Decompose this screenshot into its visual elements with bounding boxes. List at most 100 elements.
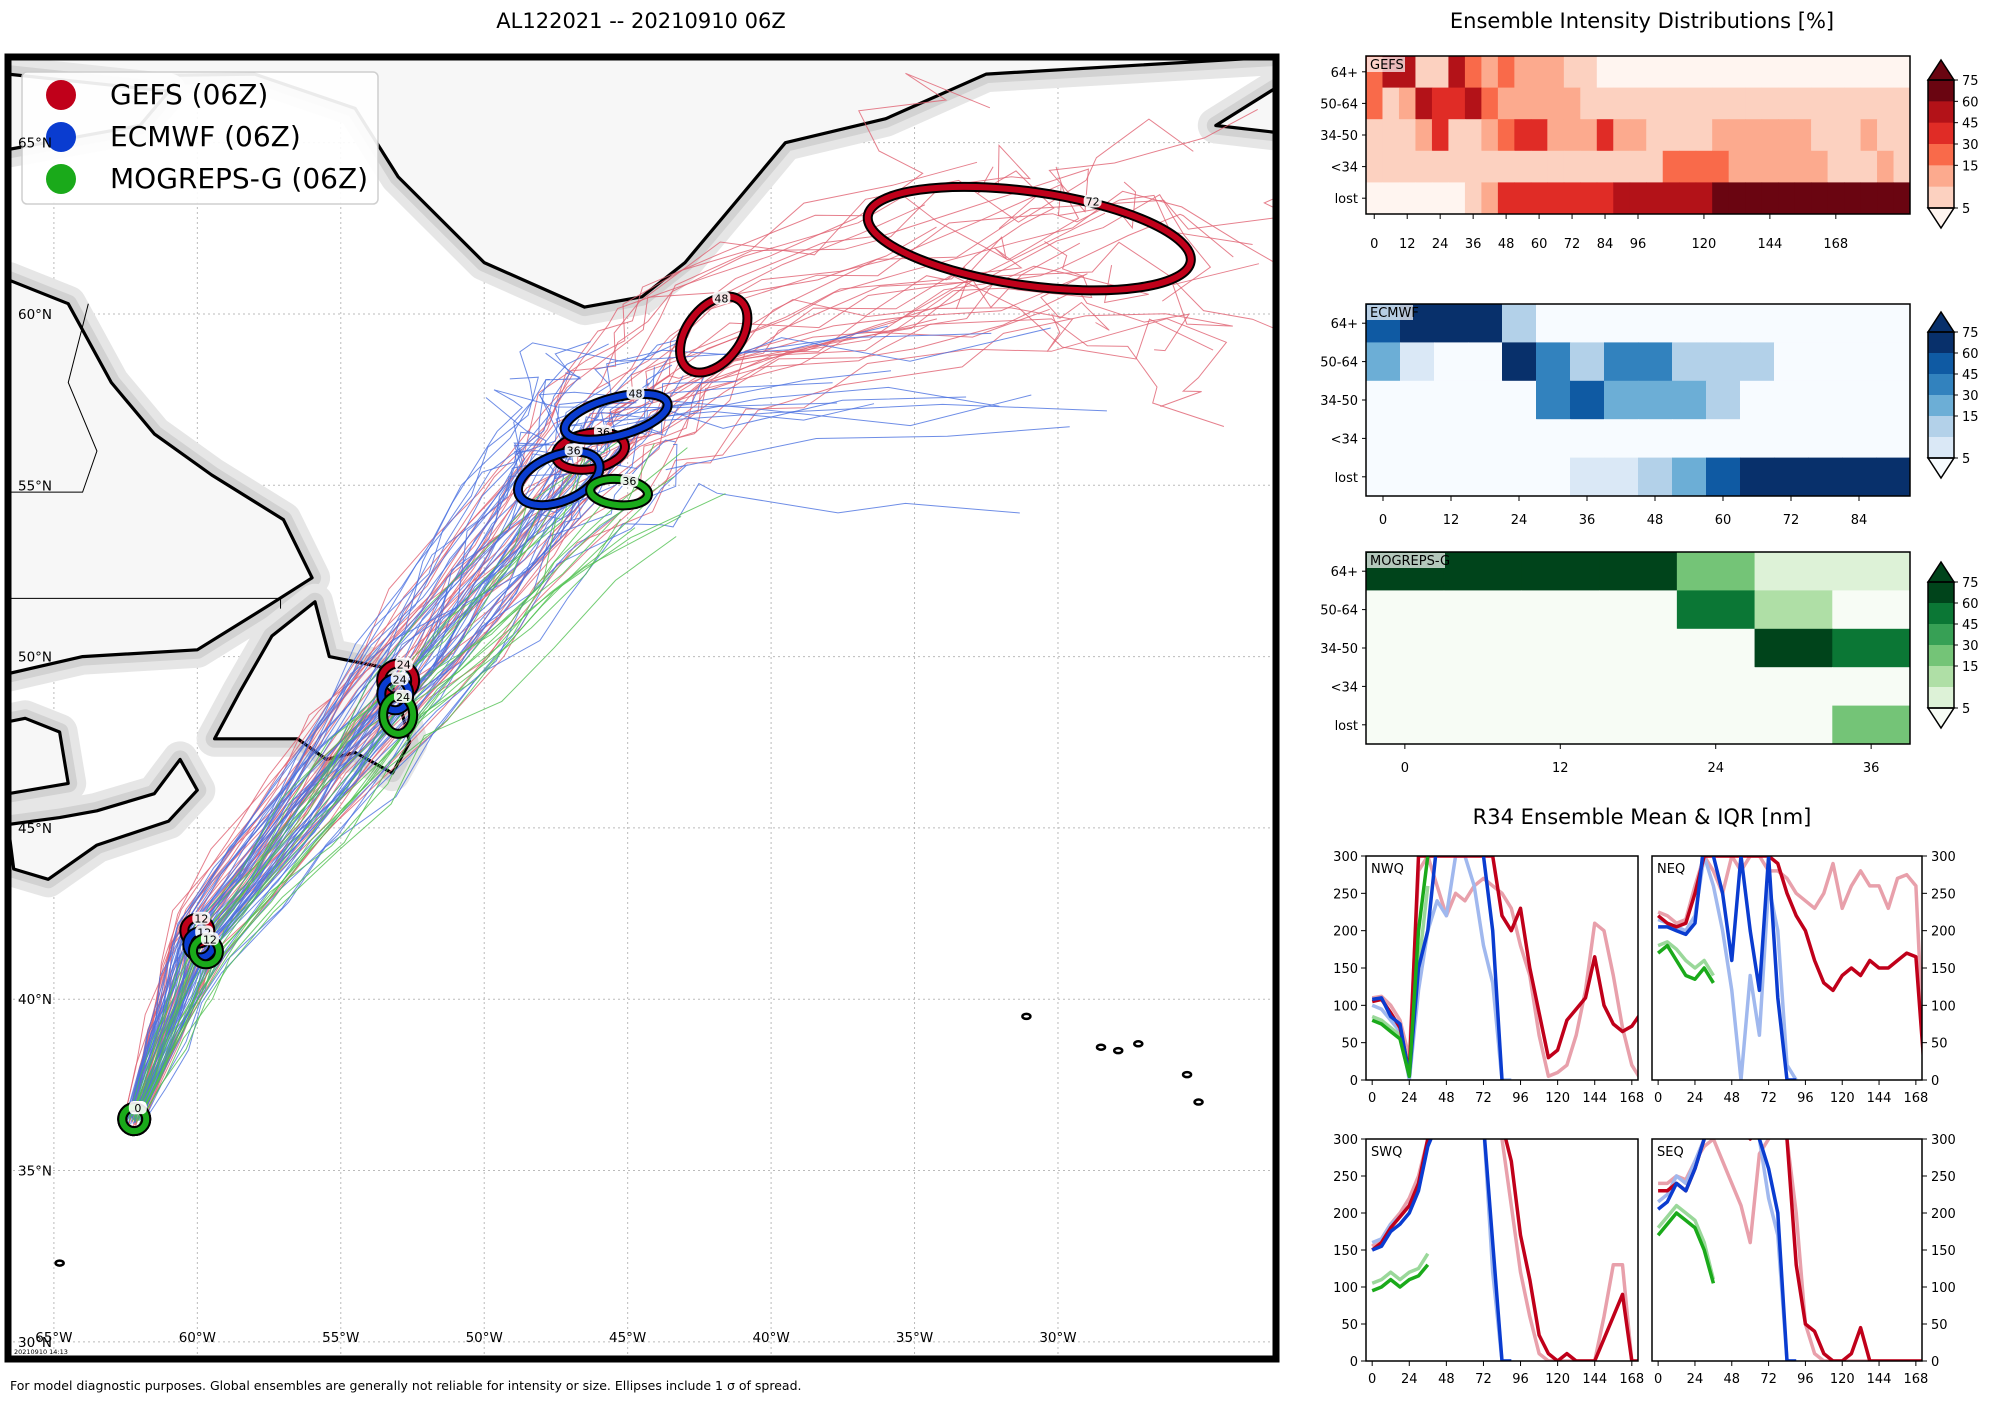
- mogreps-g-iqr-line: [1371, 1252, 1430, 1285]
- heatmap-cell: [1877, 56, 1895, 89]
- heatmap-cell: [1613, 182, 1631, 215]
- heatmap-cell: [1434, 304, 1469, 343]
- lat-tick-label: 50°N: [18, 650, 52, 666]
- ecmwf-member-track: [140, 482, 1020, 1127]
- heatmap-cell: [1808, 380, 1843, 420]
- heatmap-cell: [1706, 342, 1741, 382]
- colorbar-tick-label: 15: [1962, 660, 1979, 675]
- heatmap-cell: [1613, 87, 1631, 120]
- heatmap-cell: [1521, 552, 1600, 591]
- heatmap-cell: [1613, 150, 1631, 183]
- colorbar-extend-bottom: [1926, 707, 1956, 730]
- heatmap-cell: [1464, 87, 1482, 120]
- heatmap-cell: [1415, 87, 1433, 120]
- heatmap-cell: [1415, 56, 1433, 89]
- heatmap-cell: [1481, 182, 1499, 215]
- heatmap-cell: [1860, 119, 1878, 152]
- heatmap-cell: [1514, 150, 1532, 183]
- panel-name-bg: [1367, 553, 1445, 568]
- heatmap-cell: [1754, 552, 1833, 591]
- heatmap-cell: [1672, 457, 1707, 497]
- heatmap-cell: [1443, 590, 1522, 630]
- swq-r34-panel: SWQ 0 24 48 72 96 120 144 168 0 50 100 150 200 250 300: [1333, 1133, 1644, 1387]
- panel-name: ECMWF: [1370, 306, 1419, 321]
- heatmap-cell: [1706, 419, 1741, 459]
- nwq-r34-panel: NWQ 0 24 48 72 96 120 144 168 0 50 100 150 200 250 300: [1333, 850, 1644, 1106]
- x-tick-label: 24: [1687, 1091, 1704, 1106]
- x-tick-label: 48: [1723, 1372, 1740, 1387]
- x-tick-label: 72: [1475, 1091, 1492, 1106]
- heatmap-cell: [1530, 56, 1548, 89]
- heatmap-cell: [1382, 150, 1400, 183]
- ecmwf-mean-line: [1371, 856, 1504, 1080]
- heatmap-cell: [1740, 457, 1775, 497]
- mogreps-g-member-track: [139, 493, 726, 1121]
- lat-tick-label: 40°N: [18, 992, 52, 1008]
- lat-tick-label: 60°N: [18, 307, 52, 323]
- heatmap-cell: [1366, 628, 1445, 668]
- panel-name: SEQ: [1657, 1145, 1684, 1160]
- heatmap-cell: [1613, 119, 1631, 152]
- footer-note: For model diagnostic purposes. Global en…: [10, 1378, 801, 1393]
- heatmap-cell: [1827, 56, 1845, 89]
- ecmwf-member-track: [127, 389, 838, 1117]
- mogreps-g-iqr-line: [1656, 1203, 1716, 1281]
- lat-tick-label: 65°N: [18, 136, 52, 152]
- heatmap-cell: [1761, 87, 1779, 120]
- colorbar-segment: [1928, 122, 1954, 145]
- lon-tick-label: 35°W: [896, 1330, 933, 1346]
- heatmap-cell: [1740, 419, 1775, 459]
- mogreps-g-mean-line: [1656, 943, 1715, 984]
- heatmap-cell: [1842, 380, 1877, 420]
- heatmap-cell: [1662, 182, 1680, 215]
- gefs-member-track: [128, 204, 926, 1116]
- heatmap-cell: [1530, 182, 1548, 215]
- heatmap-cell: [1434, 342, 1469, 382]
- heatmap-cell: [1860, 182, 1878, 215]
- heatmap-cell: [1695, 87, 1713, 120]
- heatmap-cell: [1481, 56, 1499, 89]
- mogreps-g-member-track: [138, 443, 655, 1115]
- heatmap-cell: [1629, 87, 1647, 120]
- heatmap-cell: [1398, 150, 1416, 183]
- heatmap-cell: [1580, 87, 1598, 120]
- heatmap-cell: [1468, 457, 1503, 497]
- heatmap-cell: [1638, 342, 1673, 382]
- x-tick-label: 72: [1475, 1372, 1492, 1387]
- island: [1133, 1040, 1144, 1048]
- y-tick-label: 0: [1931, 1074, 1939, 1089]
- heatmap-cell: [1811, 150, 1829, 183]
- heatmap-cell: [1434, 457, 1469, 497]
- ecmwf-ellipse-label: 24: [393, 673, 407, 686]
- colorbar-segment: [1928, 395, 1954, 417]
- colorbar-segment: [1928, 144, 1954, 166]
- heatmap-cell: [1599, 590, 1678, 630]
- y-tick-label: 300: [1931, 1133, 1956, 1148]
- x-tick-label: 0: [1654, 1091, 1662, 1106]
- heatmap-cell: [1728, 119, 1746, 152]
- colorbar-segment: [1928, 186, 1954, 209]
- heatmap-cell: [1745, 182, 1763, 215]
- heatmap-cell: [1811, 87, 1829, 120]
- heatmap-cell: [1580, 182, 1598, 215]
- heatmap-cell: [1728, 87, 1746, 120]
- gefs-member-track: [129, 226, 937, 1117]
- row-label: 50-64: [1320, 97, 1358, 112]
- colorbar-tick-label: 30: [1962, 639, 1979, 654]
- heatmap-cell: [1676, 552, 1756, 591]
- panel-name: SWQ: [1371, 1145, 1402, 1160]
- x-tick-label: 144: [1582, 1372, 1607, 1387]
- heatmap-cell: [1366, 457, 1401, 497]
- mogreps-g-ellipse-label: 0: [134, 1102, 141, 1115]
- heatmap-cell: [1448, 119, 1466, 152]
- heatmap-cell: [1382, 87, 1400, 120]
- x-tick-label: 168: [1619, 1372, 1644, 1387]
- heatmap-frame: [1365, 303, 1911, 497]
- heatmap-cell: [1629, 56, 1647, 89]
- x-tick-label: 0: [1654, 1372, 1662, 1387]
- r34-plot-area: [1656, 856, 1922, 1080]
- x-tick-label: 24: [1511, 513, 1528, 528]
- row-label: 34-50: [1320, 129, 1358, 144]
- heatmap-cell: [1827, 182, 1845, 215]
